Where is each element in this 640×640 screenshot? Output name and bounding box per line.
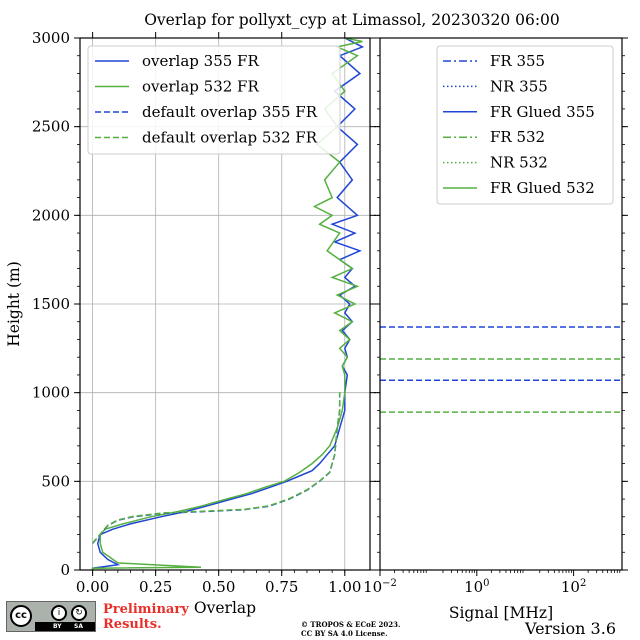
signal-axis-label: Signal [MHz]: [449, 604, 553, 622]
signal-panel: 10−2 100 102 FR 355 NR 355 FR Glued 355 FR 532…: [363, 37, 628, 596]
overlap-panel: 0.00 0.25 0.50 0.75 1.00 0 500 1000 1500 2000 2500…: [32, 29, 376, 596]
legend-entry-label: FR 355: [490, 52, 545, 70]
signal-legend: FR 355 NR 355 FR Glued 355 FR 532 NR 532 FR G…: [436, 45, 614, 205]
legend-entry-label: NR 355: [490, 77, 548, 95]
chart-title: Overlap for pollyxt_cyp at Limassol, 202…: [144, 11, 560, 29]
preliminary-results-note: Preliminary Results.: [103, 602, 189, 632]
overlap-axis-label: Overlap: [194, 599, 256, 617]
attribution-icon: i: [51, 605, 67, 621]
overlap-series-line: [92, 392, 341, 544]
copyright-note: © TROPOS & ECoE 2023. CC BY SA 4.0 Licen…: [301, 620, 400, 638]
cc-by-label: BY: [53, 623, 62, 630]
overlap-x-tick-label: 0.25: [139, 578, 172, 596]
legend-entry-label: FR Glued 355: [490, 103, 595, 121]
overlap-series-line: [92, 392, 341, 544]
overlap-x-tick-label: 0.00: [76, 578, 109, 596]
legend-entry-label: default overlap 532 FR: [142, 129, 318, 147]
preliminary-line: Preliminary: [103, 602, 189, 617]
height-tick-label: 2500: [32, 118, 70, 136]
license-line: CC BY SA 4.0 License.: [301, 629, 388, 638]
cc-license-badge: cc i ↻ BY SA: [6, 601, 96, 632]
version-label: Version 3.6: [525, 619, 616, 638]
overlap-x-tick-label: 1.00: [328, 578, 361, 596]
signal-x-tick-label: 102: [561, 578, 586, 596]
height-axis-label: Height (m): [5, 261, 23, 347]
overlap-legend: overlap 355 FR overlap 532 FR default over…: [87, 45, 341, 155]
legend-entry-label: default overlap 355 FR: [142, 103, 318, 121]
copyright-line: © TROPOS & ECoE 2023.: [301, 620, 401, 629]
signal-x-tick-label: 10−2: [363, 578, 397, 596]
overlap-x-tick-label: 0.75: [265, 578, 298, 596]
legend-entry-label: FR 532: [490, 128, 545, 146]
height-tick-label: 0: [60, 561, 70, 579]
results-line: Results.: [103, 617, 162, 632]
legend-entry-label: FR Glued 532: [490, 179, 595, 197]
legend-entry-label: overlap 355 FR: [142, 52, 259, 70]
legend-entry-label: NR 532: [490, 154, 548, 172]
height-tick-label: 1000: [32, 384, 70, 402]
height-tick-label: 3000: [32, 29, 70, 47]
height-tick-label: 500: [41, 472, 70, 490]
share-alike-icon: ↻: [71, 605, 87, 621]
overlap-x-tick-label: 0.50: [202, 578, 235, 596]
signal-x-tick-label: 100: [464, 578, 489, 596]
legend-entry-label: overlap 532 FR: [142, 78, 259, 96]
height-tick-label: 2000: [32, 206, 70, 224]
overlap-series-line: [91, 38, 363, 570]
cc-sa-label: SA: [74, 623, 83, 630]
height-tick-label: 1500: [32, 295, 70, 313]
cc-logo-icon: cc: [10, 605, 32, 627]
